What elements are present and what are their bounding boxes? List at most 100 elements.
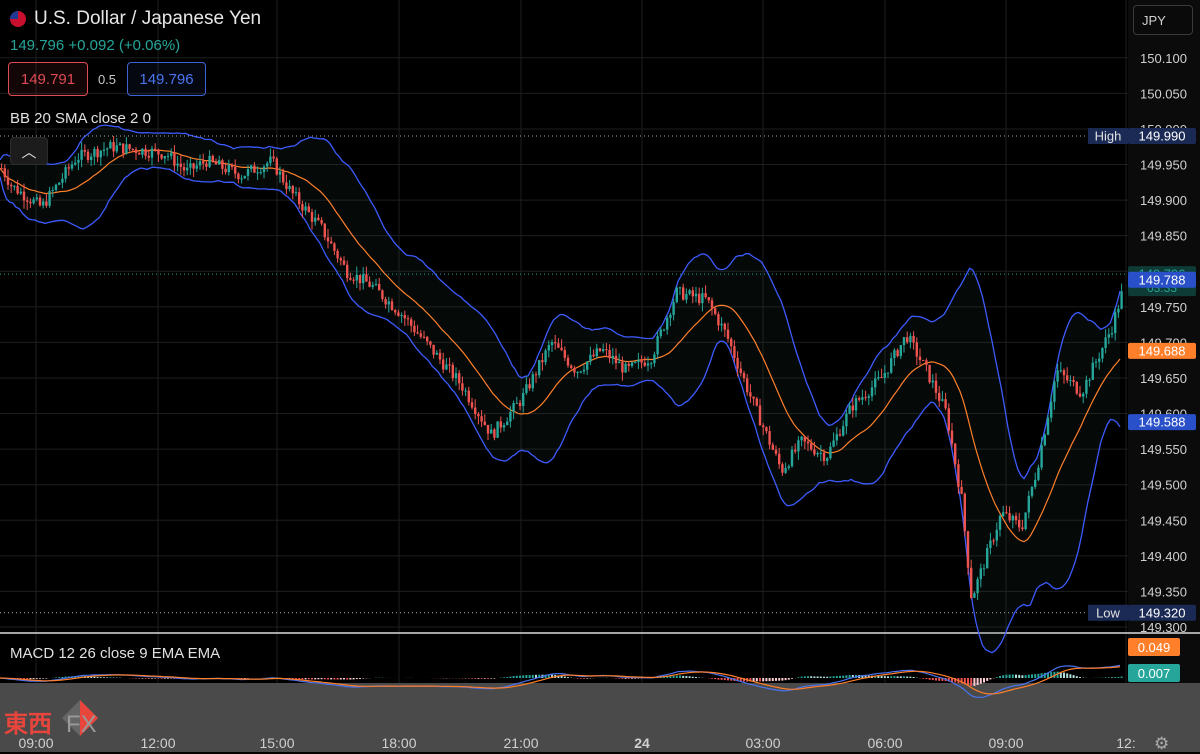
candle-body (157, 149, 160, 155)
candle-body (336, 250, 339, 259)
sell-button[interactable]: 149.791 (8, 62, 88, 96)
candle-body (922, 360, 925, 362)
candle-body (291, 186, 294, 194)
candle-body (989, 540, 992, 548)
price-label-bg (1128, 604, 1196, 621)
currency-selector[interactable]: JPY (1133, 5, 1193, 35)
candle-body (643, 362, 646, 366)
candle-body (458, 373, 461, 384)
candle-body (618, 361, 621, 364)
candle-body (851, 405, 854, 411)
x-tick-label: 24 (634, 735, 650, 751)
candle-body (662, 329, 666, 331)
extreme-tag-bg (1088, 128, 1128, 145)
signal-label-value: 0.007 (1138, 666, 1171, 681)
candle-body (1005, 512, 1008, 514)
candle-body (931, 380, 934, 383)
candle-body (54, 184, 58, 190)
candle-body (1088, 379, 1091, 381)
candle-body (339, 258, 342, 261)
candle-body (611, 355, 614, 359)
candle-body (570, 365, 573, 369)
candle-body (518, 402, 522, 406)
candle-body (381, 290, 384, 299)
candle-body (736, 357, 739, 369)
y-tick-label: 149.400 (1140, 549, 1187, 564)
candle-body (634, 362, 637, 364)
candle-body (774, 449, 778, 454)
candle-body (861, 397, 864, 400)
candle-body (70, 164, 74, 169)
settings-icon[interactable]: ⚙ (1154, 734, 1170, 753)
candle-body (675, 287, 678, 303)
candle-body (963, 493, 966, 532)
candle-body (1091, 362, 1094, 380)
candle-body (128, 144, 131, 149)
candle-body (826, 458, 829, 462)
x-tick-label: 09:00 (18, 735, 53, 751)
candle-body (1107, 334, 1110, 338)
candle-body (1072, 380, 1075, 382)
price-label-value: 149.588 (1139, 415, 1186, 430)
candle-body (493, 429, 496, 438)
candle-body (221, 160, 224, 169)
logo-diamond-accent (80, 700, 98, 736)
candle-body (838, 434, 842, 436)
candle-body (803, 436, 806, 442)
candle-body (912, 335, 915, 343)
candle-body (672, 302, 675, 315)
x-tick-label: 09:00 (988, 735, 1023, 751)
candle-body (250, 165, 253, 170)
price-label-bg (1128, 342, 1196, 359)
candle-body (544, 350, 547, 363)
candle-body (349, 277, 352, 280)
candle-body (362, 274, 365, 284)
y-tick-label: 149.550 (1140, 442, 1187, 457)
candle-body (502, 425, 506, 428)
candle-body (406, 318, 410, 320)
candle-body (42, 201, 45, 206)
candle-body (563, 350, 566, 358)
x-tick-label: 15:00 (259, 735, 294, 751)
candle-body (243, 175, 246, 179)
candle-body (32, 199, 35, 204)
candle-body (205, 163, 208, 167)
candle-body (650, 363, 653, 365)
candle-body (746, 378, 749, 393)
candle-body (480, 416, 483, 422)
candle-body (986, 547, 989, 569)
candle-body (371, 284, 374, 287)
candle-body (960, 486, 963, 494)
candle-body (646, 363, 650, 366)
candle-body (419, 333, 422, 337)
candle-body (285, 182, 288, 190)
candle-body (51, 189, 54, 191)
candle-body (333, 243, 336, 251)
y-tick-label: 149.500 (1140, 478, 1187, 493)
candle-body (1078, 393, 1082, 397)
buy-button[interactable]: 149.796 (127, 62, 206, 96)
candle-body (144, 148, 147, 156)
candle-body (438, 352, 442, 360)
bb-basis-line (0, 149, 1121, 543)
candle-body (195, 165, 198, 169)
candle-body (1059, 370, 1062, 372)
candle-body (918, 356, 922, 361)
candle-body (710, 300, 714, 309)
candle-body (848, 405, 851, 414)
candle-body (435, 352, 438, 355)
macd-indicator-label[interactable]: MACD 12 26 close 9 EMA EMA (10, 645, 221, 662)
candle-body (1053, 381, 1056, 402)
candle-body (470, 402, 474, 408)
candle-body (483, 421, 486, 425)
candle-body (138, 153, 141, 155)
candle-body (288, 186, 291, 190)
candle-body (96, 148, 99, 158)
candle-body (45, 201, 48, 206)
candle-body (582, 369, 586, 372)
collapse-button[interactable]: ︿ (10, 137, 48, 165)
bb-indicator-label[interactable]: BB 20 SMA close 2 0 (10, 110, 151, 127)
candle-body (944, 399, 947, 409)
candle-body (141, 148, 144, 155)
